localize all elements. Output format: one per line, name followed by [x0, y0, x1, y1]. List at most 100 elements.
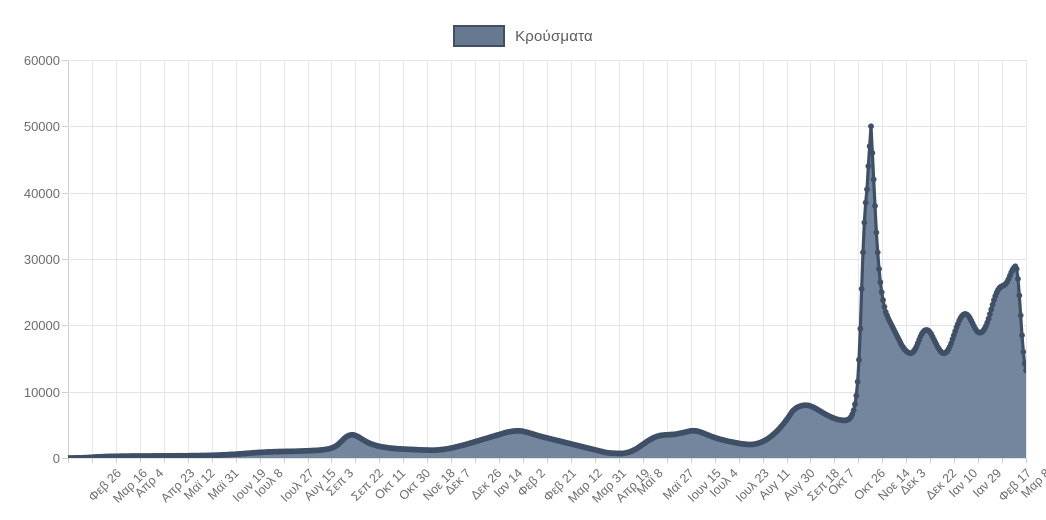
data-point-marker[interactable]: [1015, 276, 1021, 282]
x-tick-mark: [283, 458, 285, 463]
x-tick-mark: [187, 458, 189, 463]
data-point-marker[interactable]: [866, 143, 873, 150]
gridline-v: [834, 60, 836, 458]
x-tick-mark: [259, 458, 261, 463]
data-point-marker[interactable]: [858, 285, 865, 292]
y-tick-mark: [62, 259, 68, 260]
data-point-marker[interactable]: [878, 289, 885, 296]
data-point-marker[interactable]: [1020, 348, 1026, 355]
x-tick-mark: [786, 458, 788, 463]
data-point-marker[interactable]: [1021, 360, 1026, 367]
y-axis-tick-label: 30000: [23, 252, 60, 267]
y-axis-tick-label: 40000: [23, 185, 60, 201]
x-tick-mark: [139, 458, 141, 463]
x-tick-mark: [882, 458, 884, 463]
data-point-marker[interactable]: [877, 279, 884, 286]
data-point-marker[interactable]: [852, 401, 858, 408]
gridline-v: [451, 60, 453, 458]
gridline-v: [786, 60, 788, 458]
data-point-marker[interactable]: [850, 407, 857, 414]
gridline-v: [379, 60, 381, 458]
y-tick-mark: [62, 126, 68, 128]
x-tick-mark: [834, 458, 836, 463]
gridline-v: [139, 60, 141, 458]
legend-swatch-kroysmata[interactable]: [453, 25, 506, 47]
x-tick-mark: [810, 458, 812, 463]
gridline-v: [163, 60, 165, 458]
chart-legend: Κρούσματα: [0, 22, 1046, 50]
data-point-marker[interactable]: [1017, 312, 1024, 319]
gridline-v: [547, 60, 548, 458]
x-tick-mark: [714, 458, 716, 463]
data-point-marker[interactable]: [860, 249, 866, 256]
x-tick-mark: [858, 458, 860, 463]
x-tick-mark: [594, 458, 596, 463]
data-point-marker[interactable]: [1013, 266, 1020, 272]
data-point-marker[interactable]: [854, 378, 861, 385]
data-point-marker[interactable]: [865, 163, 872, 170]
x-tick-mark: [666, 458, 668, 463]
y-tick-mark: [62, 192, 68, 194]
gridline-v: [978, 60, 980, 458]
x-tick-mark: [91, 458, 93, 463]
data-point-marker[interactable]: [872, 203, 878, 209]
gridline-v: [858, 60, 860, 458]
data-point-marker[interactable]: [989, 301, 996, 308]
data-point-marker[interactable]: [1023, 367, 1026, 374]
data-point-marker[interactable]: [869, 149, 876, 156]
x-tick-mark: [618, 458, 620, 463]
y-axis-tick-label: 60000: [23, 53, 60, 68]
y-axis-tick-label: 50000: [23, 119, 60, 135]
x-tick-mark: [451, 458, 453, 463]
gridline-v: [618, 60, 620, 458]
data-point-marker[interactable]: [988, 306, 995, 313]
x-tick-mark: [570, 458, 572, 463]
data-point-marker[interactable]: [857, 325, 864, 332]
data-point-marker[interactable]: [862, 199, 869, 206]
data-point-marker[interactable]: [881, 303, 888, 310]
gridline-v: [355, 60, 357, 458]
y-tick-mark: [62, 60, 68, 61]
gridline-v: [523, 60, 525, 458]
data-point-marker[interactable]: [870, 176, 877, 183]
gridline-v: [810, 60, 812, 458]
data-point-marker[interactable]: [880, 297, 886, 304]
y-axis-tick-label: 0: [52, 451, 60, 466]
gridline-v: [331, 60, 333, 458]
data-point-marker[interactable]: [864, 186, 870, 193]
gridline-v: [882, 60, 884, 458]
y-tick-mark: [62, 325, 68, 327]
x-tick-mark: [906, 458, 908, 463]
y-tick-mark: [62, 458, 68, 459]
x-tick-mark: [427, 458, 429, 463]
gridline-v: [1002, 60, 1004, 458]
gridline-v: [594, 60, 596, 458]
data-point-marker[interactable]: [873, 229, 880, 236]
data-point-marker[interactable]: [1019, 332, 1025, 339]
data-point-marker[interactable]: [874, 249, 881, 256]
data-point-marker[interactable]: [1016, 292, 1023, 299]
data-point-marker[interactable]: [985, 315, 992, 322]
x-tick-mark: [307, 458, 309, 463]
data-point-marker[interactable]: [876, 266, 882, 272]
gridline-v: [187, 60, 189, 458]
gridline-v: [690, 60, 692, 458]
gridline-v: [499, 60, 501, 458]
data-point-marker[interactable]: [853, 392, 860, 399]
series-markers: [68, 123, 1026, 458]
data-point-marker[interactable]: [856, 356, 862, 363]
gridline-v: [762, 60, 764, 458]
x-tick-mark: [475, 458, 477, 463]
data-point-marker[interactable]: [868, 123, 874, 130]
x-tick-mark: [499, 458, 501, 463]
x-tick-mark: [547, 458, 548, 463]
x-tick-mark: [403, 458, 405, 463]
data-point-marker[interactable]: [987, 311, 993, 317]
y-tick-mark: [62, 391, 68, 393]
gridline-v: [738, 60, 740, 458]
gridline-v: [427, 60, 429, 458]
data-point-marker[interactable]: [861, 219, 868, 226]
x-tick-mark: [235, 458, 237, 463]
legend-label-kroysmata[interactable]: Κρούσματα: [515, 27, 593, 45]
